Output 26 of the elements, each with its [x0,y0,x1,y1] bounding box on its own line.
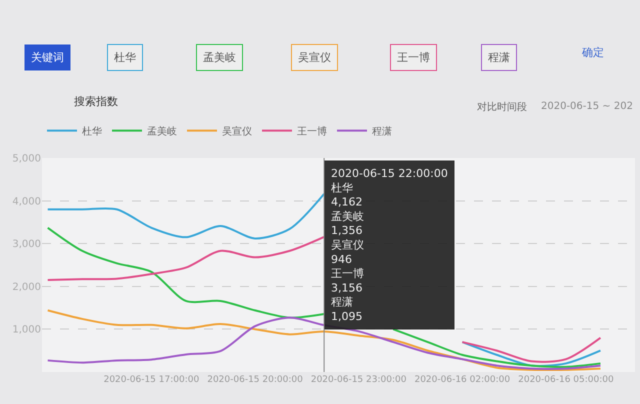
y-tick-label: 2,000 [12,282,41,293]
x-tick-label: 2020-06-15 23:00:00 [310,375,407,385]
x-tick-label: 2020-06-15 17:00:00 [104,375,200,385]
legend-label: 杜华 [82,126,102,138]
text: 程潇 [488,51,510,64]
y-tick-label: 5,000 [12,154,41,164]
x-tick-label: 2020-06-16 02:00:00 [414,375,510,385]
x-tick-label: 2020-06-16 05:00:00 [518,375,614,385]
legend-label: 孟美岐 [147,126,177,138]
y-tick-label: 3,000 [12,239,41,250]
text: 对比时间段 [477,101,527,113]
y-tick-label: 4,000 [12,196,41,208]
text: 搜索指数 [74,95,118,108]
y-tick-label: 1,000 [12,324,41,336]
x-tick-label: 2020-06-15 20:00:00 [207,375,304,385]
legend-label: 王一博 [297,126,327,138]
legend-label: 程潇 [372,126,392,138]
text: 孟美岐 [203,51,236,64]
text: 杜华 [114,51,136,64]
text: 2020-06-15 22:00:00 杜华 4,162 孟美岐 1,356 吴宣仪 946 王一博 3,156 程潇 1,095 [331,167,448,323]
text: 确定 [581,46,604,59]
text: 2020-06-15 ~ 202 [541,101,633,112]
text: 吴宣仪 [298,51,331,64]
legend-label: 吴宣仪 [222,126,252,138]
text: 王一博 [397,51,430,64]
text: 关键词 [31,51,64,64]
